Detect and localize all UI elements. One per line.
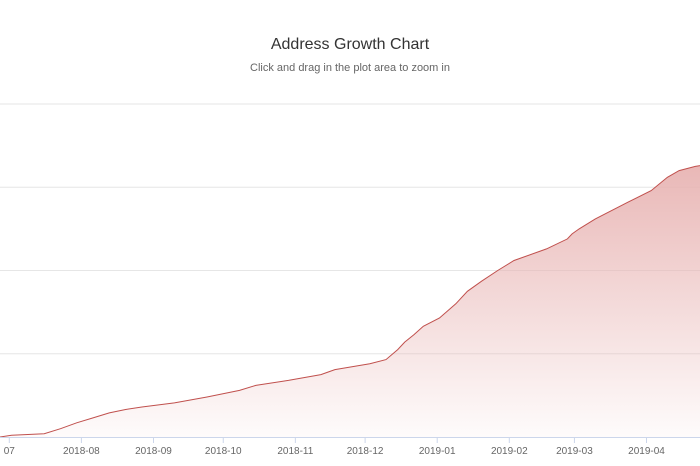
x-tick-label: 2019-02 bbox=[491, 446, 528, 457]
x-axis: 07 2018-08 2018-09 2018-10 2018-11 2018-12 201… bbox=[0, 437, 700, 457]
plot-area[interactable] bbox=[0, 165, 700, 438]
chart-subtitle: Click and drag in the plot area to zoom … bbox=[250, 62, 450, 74]
series-area-fill bbox=[0, 165, 700, 437]
x-tick-label: 2019-04 bbox=[628, 446, 665, 457]
x-tick-label: 2018-10 bbox=[205, 446, 242, 457]
x-tick-label: 2018-09 bbox=[135, 446, 172, 457]
x-tick-label: 07 bbox=[4, 446, 16, 457]
x-tick-label: 2019-03 bbox=[556, 446, 593, 457]
chart-title: Address Growth Chart bbox=[270, 36, 430, 53]
x-tick-label: 2018-11 bbox=[277, 446, 313, 457]
series-line bbox=[0, 165, 700, 438]
x-tick-label: 2019-01 bbox=[419, 446, 456, 457]
x-tick-label: 2018-08 bbox=[63, 446, 100, 457]
x-tick-label: 2018-12 bbox=[347, 446, 384, 457]
